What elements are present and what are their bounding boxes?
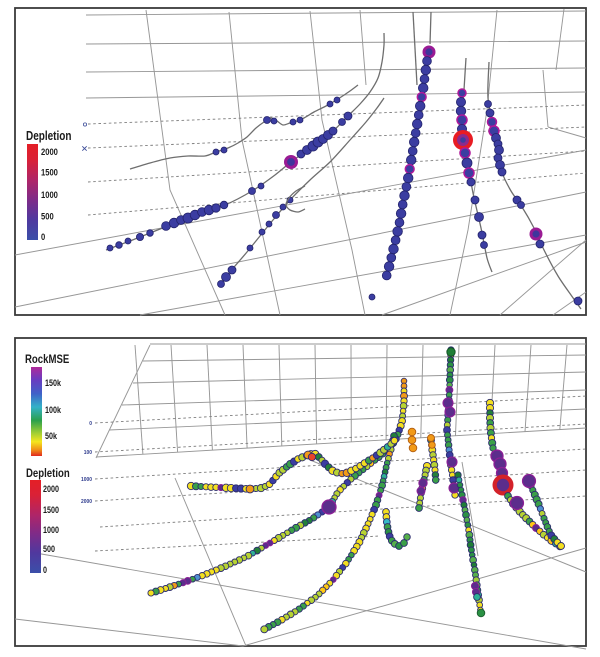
svg-text:0: 0 xyxy=(89,421,92,427)
svg-text:2000: 2000 xyxy=(41,146,58,157)
svg-text:100: 100 xyxy=(84,450,92,456)
svg-text:500: 500 xyxy=(41,211,54,222)
svg-text:1500: 1500 xyxy=(41,167,58,178)
svg-text:Depletion: Depletion xyxy=(26,467,70,480)
svg-text:0: 0 xyxy=(41,231,45,242)
svg-text:1000: 1000 xyxy=(41,189,58,200)
svg-text:1500: 1500 xyxy=(43,505,59,515)
svg-text:2000: 2000 xyxy=(81,499,92,505)
svg-text:1000: 1000 xyxy=(81,477,92,483)
svg-text:0: 0 xyxy=(43,565,47,575)
svg-text:1000: 1000 xyxy=(43,525,59,535)
svg-text:500: 500 xyxy=(43,544,55,554)
svg-text:RockMSE: RockMSE xyxy=(25,353,69,366)
svg-text:150k: 150k xyxy=(45,378,61,388)
svg-text:Depletion: Depletion xyxy=(26,130,72,143)
svg-text:50k: 50k xyxy=(45,431,57,441)
svg-text:100k: 100k xyxy=(45,405,61,415)
svg-text:2000: 2000 xyxy=(43,484,59,494)
